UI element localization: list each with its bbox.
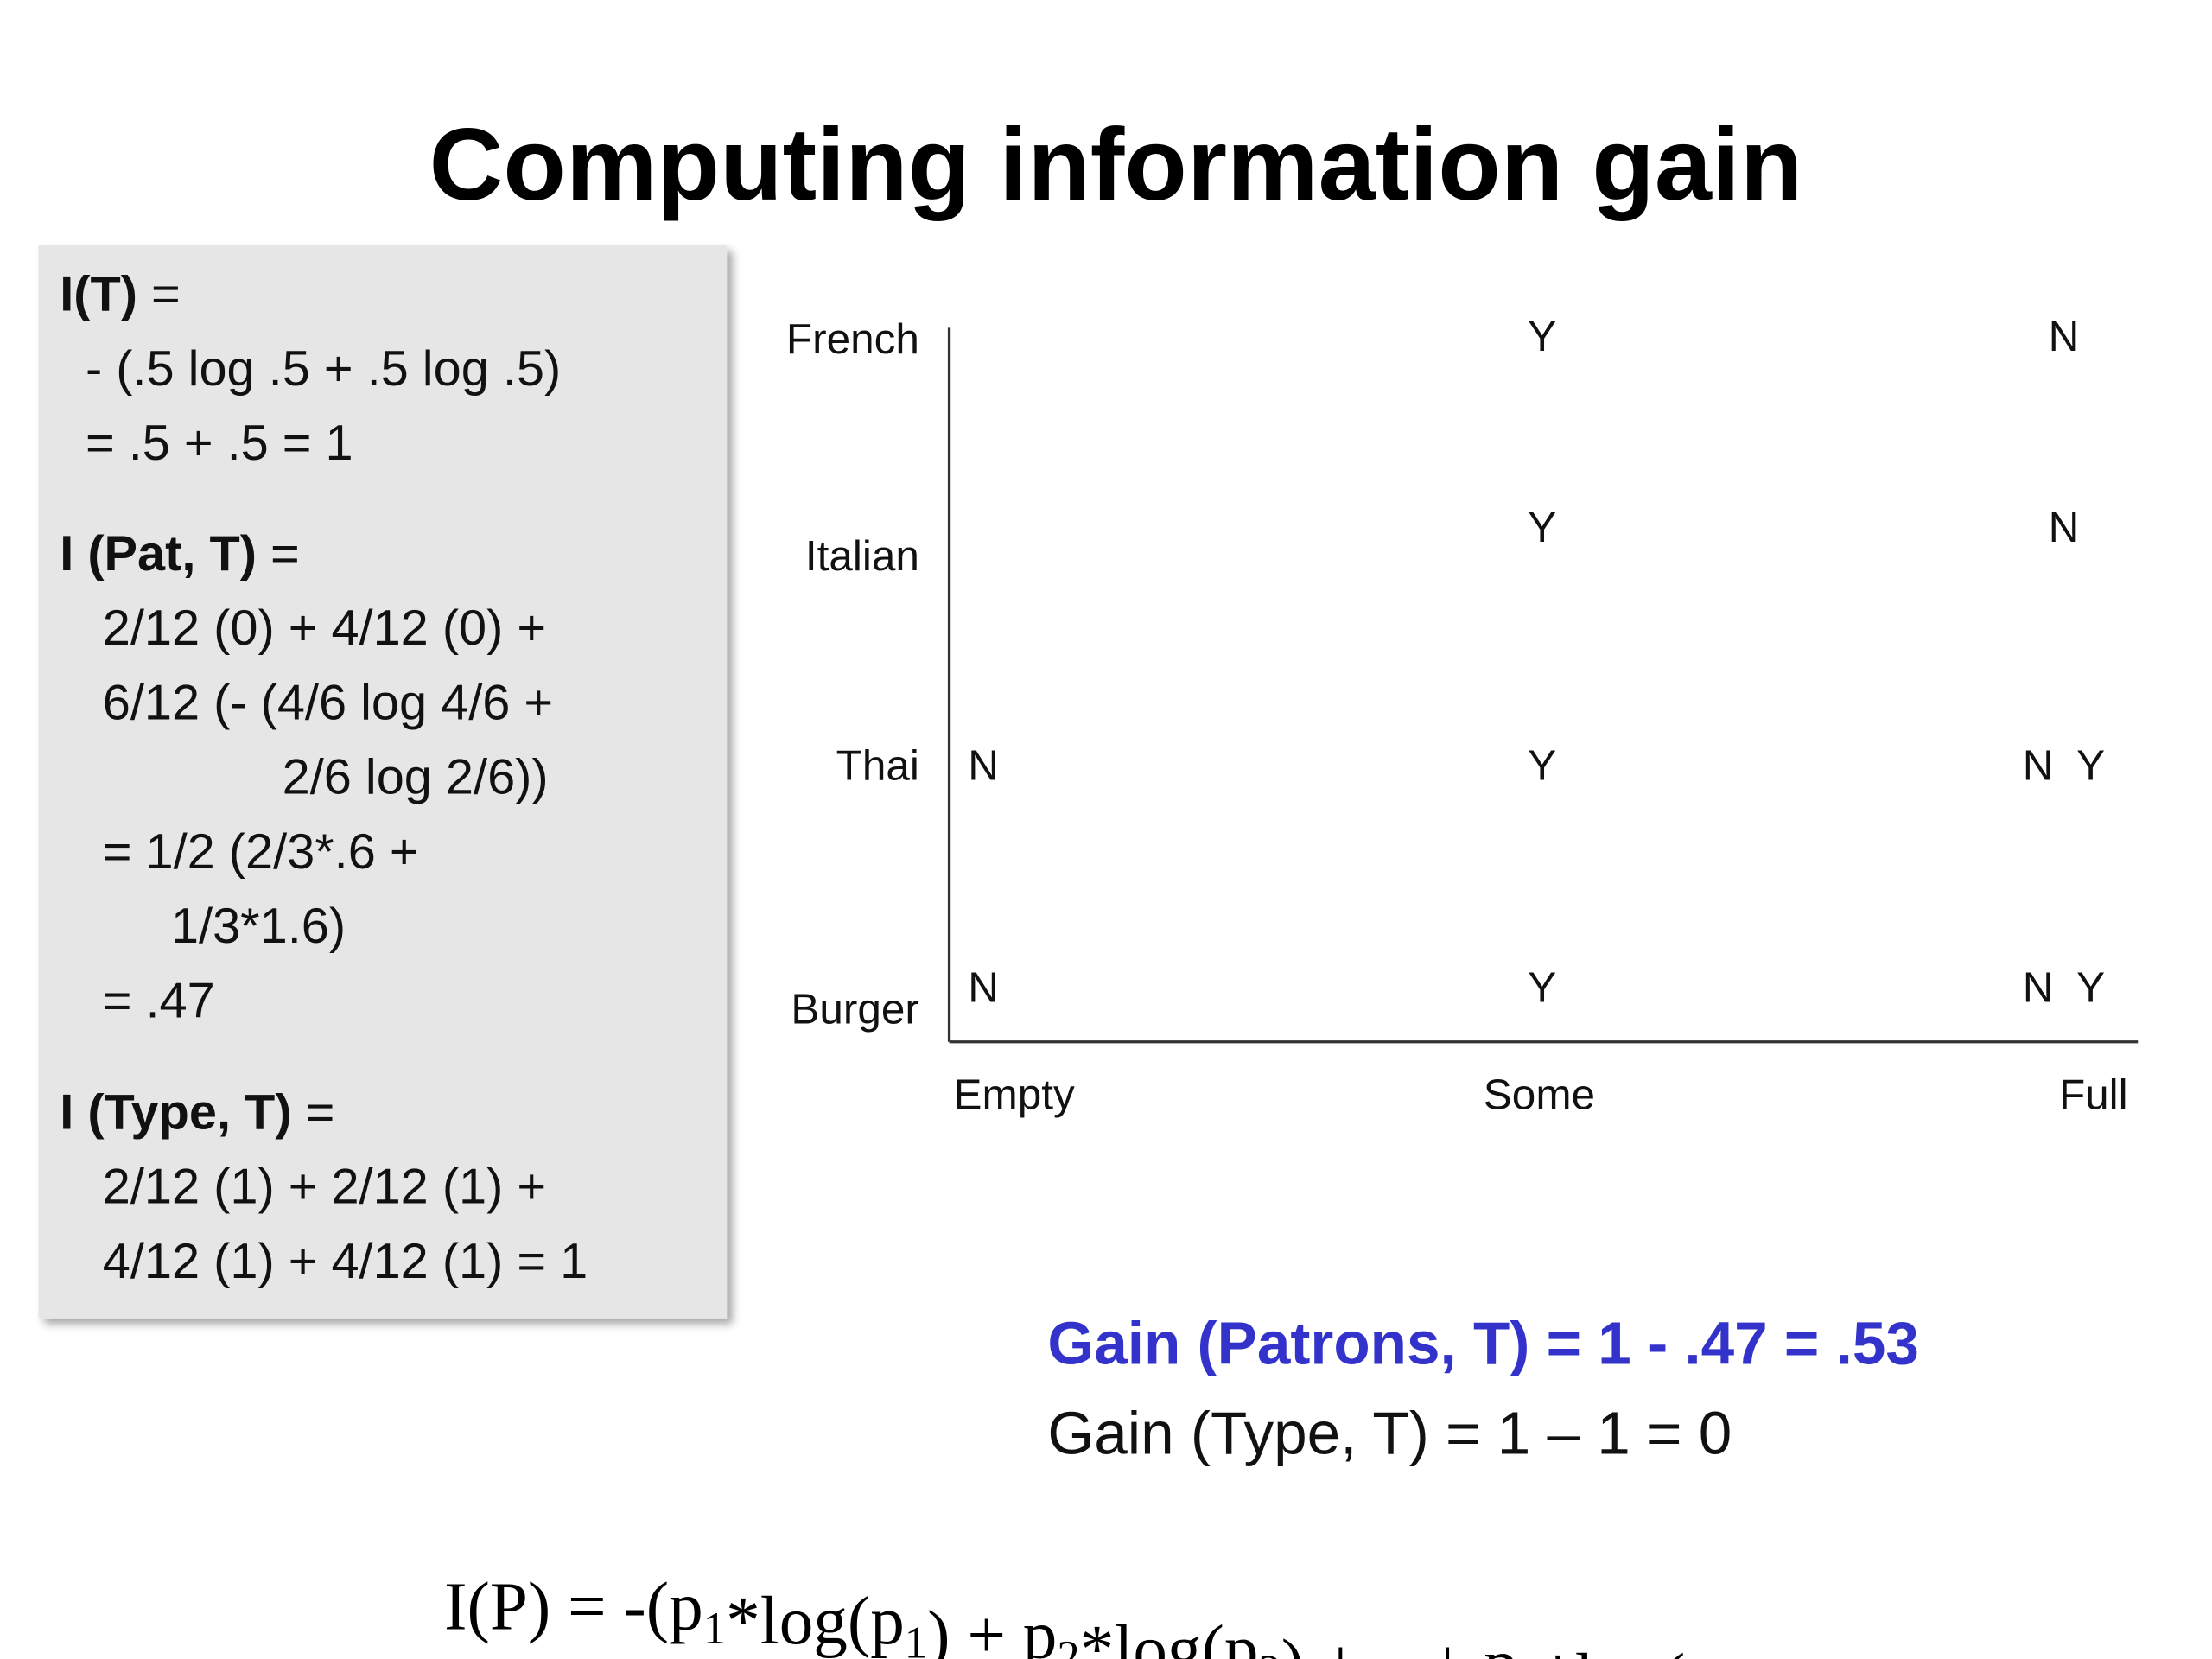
heading-bold: I (Pat, T) [60, 526, 257, 582]
subscript: 2 [1258, 1646, 1281, 1659]
slide-title: Computing information gain [429, 107, 1803, 222]
cell-value: Y [1528, 313, 1556, 360]
calc-line: 1/3*1.6) [171, 899, 346, 954]
cell-value: N Y [2023, 964, 2105, 1012]
formula-text: *log(p [1080, 1611, 1259, 1659]
calc-line: 2/6 log 2/6)) [283, 750, 549, 805]
row-label: French [786, 315, 919, 363]
formula-text: ) + .. + p [1281, 1625, 1518, 1659]
formula-text: *log(p [726, 1583, 905, 1659]
calc-line: 6/12 (- (4/6 log 4/6 + [103, 675, 553, 730]
calc-lines: I(T) = - (.5 log .5 + .5 log .5) = .5 + .5… [60, 267, 588, 1289]
calc-line: 2/12 (0) + 4/12 (0) + [103, 601, 546, 656]
row-label: Burger [791, 985, 918, 1033]
heading-rest: = [137, 267, 181, 322]
cell-value: N [968, 741, 999, 789]
cell-value: Y [1528, 504, 1556, 551]
row-label: Thai [836, 741, 919, 789]
grid: Empty Some Full French Y N Italian Y N Thai N Y N Y B… [786, 313, 2128, 1119]
formula-text: I(P) = -(p [444, 1568, 703, 1644]
calc-heading: I (Type, T) = [60, 1084, 334, 1140]
calc-line: = .5 + .5 = 1 [86, 416, 353, 471]
heading-rest: = [292, 1084, 335, 1140]
subscript: 1 [703, 1604, 726, 1654]
cell-value: N Y [2023, 741, 2105, 789]
column-label: Full [2059, 1071, 2128, 1118]
heading-bold: I (Type, T) [60, 1084, 291, 1140]
heading-rest: = [257, 526, 300, 582]
cell-value: N [2049, 313, 2080, 360]
cell-value: N [2049, 504, 2080, 551]
calc-box [38, 245, 728, 1319]
gain-patrons: Gain (Patrons, T) = 1 - .47 = .53 [1047, 1310, 1919, 1377]
column-label: Some [1484, 1071, 1595, 1118]
calc-line: = 1/2 (2/3*.6 + [103, 824, 419, 880]
subscript: 1 [905, 1618, 927, 1659]
gain-type: Gain (Type, T) = 1 – 1 = 0 [1047, 1399, 1732, 1466]
calc-line: = .47 [103, 973, 215, 1028]
subscript: 2 [1057, 1632, 1079, 1659]
calc-line: 4/12 (1) + 4/12 (1) = 1 [103, 1234, 588, 1289]
column-label: Empty [954, 1071, 1075, 1118]
entropy-formula: I(P) = -(p1*log(p1) + p2*log(p2) + .. + … [444, 1568, 1788, 1659]
calc-heading: I(T) = [60, 267, 180, 322]
calc-heading: I (Pat, T) = [60, 526, 299, 582]
calc-line: - (.5 log .5 + .5 log .5) [86, 341, 561, 397]
calc-line: 2/12 (1) + 2/12 (1) + [103, 1160, 546, 1215]
formula-text: )) [1742, 1654, 1788, 1659]
cell-value: N [968, 964, 999, 1012]
cell-value: Y [1528, 964, 1556, 1012]
formula-text: ) + p [927, 1597, 1057, 1659]
heading-bold: I(T) [60, 267, 137, 322]
formula-text: *log(p [1541, 1640, 1719, 1659]
cell-value: Y [1528, 741, 1556, 789]
row-label: Italian [805, 532, 919, 580]
